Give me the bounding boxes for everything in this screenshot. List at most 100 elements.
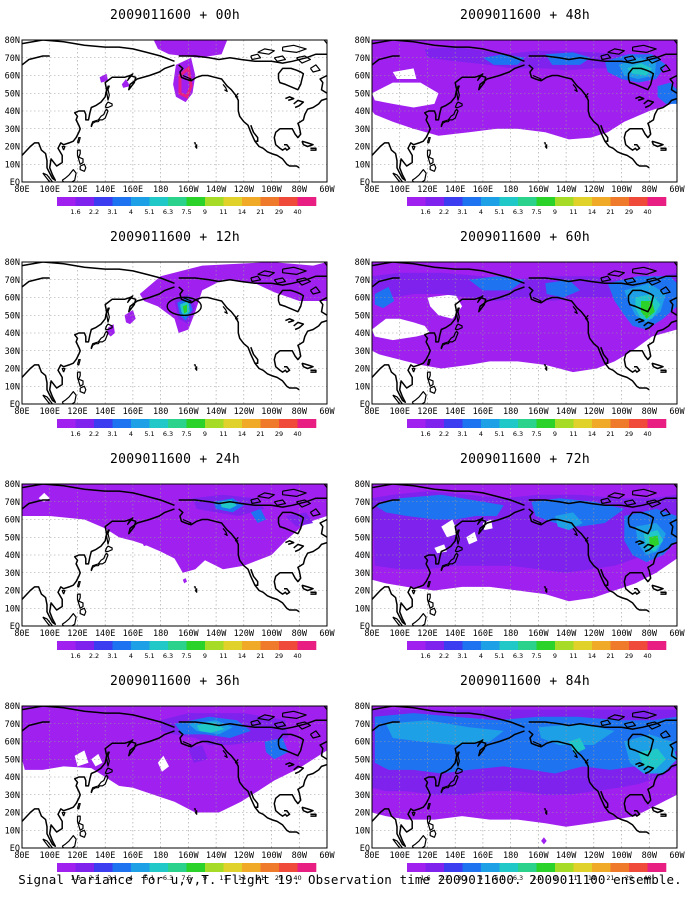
island-outline [623, 55, 636, 62]
longitude-tick-label: 120E [417, 629, 437, 639]
colorbar-swatch [186, 197, 206, 206]
colorbar-level-label: 1.6 [420, 430, 430, 438]
signal-variance-contour [441, 519, 458, 538]
colorbar-level-label: 29 [625, 208, 633, 216]
longitude-tick-label: 100W [261, 407, 282, 417]
island-outline [250, 275, 262, 283]
island-outline [543, 364, 546, 367]
colorbar-level-label: 4 [129, 874, 133, 882]
island-outline [426, 149, 434, 165]
colorbar-swatch [462, 641, 482, 650]
latitude-tick-label: 50N [355, 89, 370, 99]
island-outline [584, 758, 589, 764]
colorbar-swatch [499, 419, 519, 428]
coastline [301, 584, 314, 592]
latitude-tick-label: 50N [5, 755, 20, 765]
longitude-tick-label: 160W [528, 185, 549, 195]
island-outline [61, 391, 77, 404]
coastline [669, 518, 677, 538]
map-figure: 80E 100E 120E 140E 160E 180 160W 140W 120W 100W 80… [355, 36, 686, 216]
colorbar-swatch [629, 641, 648, 650]
coastline [528, 719, 677, 730]
island-outline [193, 586, 196, 589]
colorbar-level-label: 9 [203, 652, 207, 660]
coastline [250, 790, 259, 808]
colorbar-level-label: 29 [275, 874, 283, 882]
latitude-tick-label: EQ [10, 622, 20, 632]
signal-variance-contour [141, 537, 150, 547]
island-outline [646, 721, 661, 730]
island-outline [411, 391, 427, 404]
island-outline [257, 48, 275, 55]
longitude-tick-label: 100W [611, 851, 632, 861]
coastline [651, 362, 664, 370]
figure-caption: Signal Variance for u,v,T. Flight 19. Ob… [18, 872, 682, 887]
signal-variance-contour [121, 79, 131, 88]
signal-variance-contour [372, 82, 439, 108]
island-outline [105, 85, 110, 101]
colorbar-swatch [407, 197, 426, 206]
island-outline [76, 581, 81, 588]
latitude-tick-label: 80N [5, 702, 20, 712]
latitude-tick-label: 40N [355, 551, 370, 561]
colorbar-swatch [462, 197, 482, 206]
colorbar-level-label: 29 [275, 208, 283, 216]
colorbar-swatch [555, 419, 574, 428]
map-panel-00h: 2009011600 + 00h 80E 100E 120E 140E 160E 180 16… [0, 0, 350, 222]
coastline [22, 721, 50, 732]
colorbar-swatch [168, 641, 187, 650]
latitude-tick-label: 80N [5, 258, 20, 268]
colorbar-swatch [647, 863, 667, 872]
coastline [635, 762, 645, 768]
coastline [635, 540, 645, 546]
longitude-tick-label: 100E [389, 629, 409, 639]
colorbar-swatch [223, 641, 243, 650]
colorbar-level-label: 2.2 [439, 430, 449, 438]
longitude-tick-label: 140E [95, 629, 115, 639]
colorbar-level-label: 1.6 [420, 874, 430, 882]
longitude-tick-label: 140W [206, 851, 227, 861]
latitude-tick-label: 60N [5, 738, 20, 748]
coastline [22, 40, 175, 63]
colorbar-swatch [481, 197, 500, 206]
colorbar-level-label: 5.1 [144, 652, 154, 660]
longitude-tick-label: 120W [584, 407, 605, 417]
latitude-tick-label: 60N [355, 516, 370, 526]
colorbar-swatch [279, 641, 298, 650]
colorbar-swatch [647, 641, 667, 650]
coastline [600, 568, 609, 586]
island-outline [429, 829, 437, 838]
coastline [285, 540, 295, 546]
colorbar-level-label: 14 [238, 874, 246, 882]
latitude-tick-label: 20N [5, 587, 20, 597]
latitude-tick-label: 60N [5, 294, 20, 304]
colorbar-level-label: 3.1 [107, 208, 117, 216]
island-outline [104, 323, 113, 331]
longitude-tick-label: 80E [364, 407, 379, 417]
colorbar-level-label: 40 [293, 874, 301, 882]
coastline [372, 484, 525, 507]
longitude-tick-label: 160E [123, 185, 143, 195]
coastline [372, 277, 400, 288]
colorbar-swatch [242, 641, 261, 650]
island-outline [126, 295, 134, 304]
colorbar-swatch [425, 863, 445, 872]
colorbar-level-label: 1.6 [70, 874, 80, 882]
colorbar-level-label: 6.3 [163, 874, 173, 882]
colorbar-swatch [57, 863, 76, 872]
colorbar-level-label: 3.1 [107, 430, 117, 438]
colorbar-swatch [610, 419, 630, 428]
coastline [22, 484, 175, 507]
island-outline [455, 85, 460, 101]
colorbar-level-label: 2.2 [89, 652, 99, 660]
coastline [178, 286, 300, 391]
longitude-tick-label: 80W [642, 629, 658, 639]
coastline [293, 765, 305, 775]
island-outline [607, 48, 625, 55]
longitude-tick-label: 140E [95, 851, 115, 861]
longitude-tick-label: 80W [642, 407, 658, 417]
island-outline [426, 137, 431, 144]
latitude-tick-label: 70N [5, 276, 20, 286]
colorbar-swatch [186, 419, 206, 428]
longitude-tick-label: 140E [445, 851, 465, 861]
